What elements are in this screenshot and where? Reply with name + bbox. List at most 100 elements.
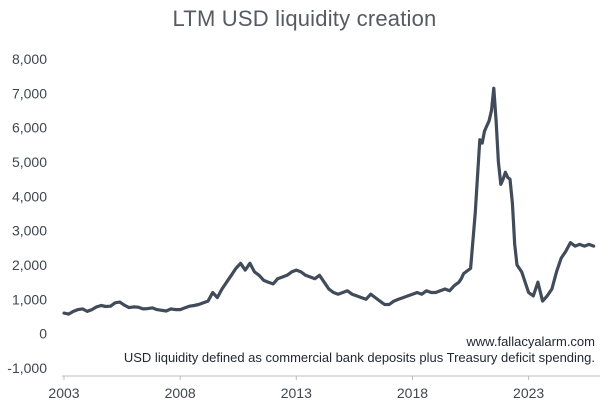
data-point: [490, 109, 493, 112]
data-point: [511, 202, 514, 204]
data-point: [493, 87, 495, 89]
data-point: [407, 295, 409, 297]
series-line-liquidity: [62, 86, 596, 316]
data-point: [132, 306, 135, 308]
data-point: [225, 281, 228, 284]
data-point: [109, 305, 112, 308]
data-point: [211, 291, 214, 294]
y-tick-label: 2,000: [12, 257, 47, 273]
data-point: [67, 313, 70, 315]
chart-title: LTM USD liquidity creation: [172, 6, 437, 31]
data-point: [151, 307, 154, 309]
data-point: [239, 262, 242, 265]
data-point: [434, 291, 437, 294]
data-point: [86, 310, 88, 313]
data-point: [444, 288, 446, 290]
data-point: [244, 269, 246, 271]
y-tick-label: 8,000: [12, 51, 47, 67]
data-point: [146, 307, 149, 310]
data-point: [170, 308, 172, 310]
data-point: [532, 295, 535, 297]
data-point: [272, 283, 274, 285]
data-point: [439, 290, 442, 292]
data-point: [565, 250, 567, 253]
data-point: [430, 291, 432, 294]
x-tick-label: 2013: [281, 385, 312, 401]
data-point: [541, 300, 544, 302]
y-tick-label: 1,000: [12, 291, 47, 307]
data-point: [197, 303, 200, 306]
data-point: [379, 300, 381, 302]
data-point: [267, 281, 270, 284]
data-point: [156, 308, 158, 311]
data-point: [574, 245, 576, 247]
data-point: [119, 301, 121, 303]
data-point: [525, 284, 528, 287]
data-point: [346, 290, 349, 292]
data-point: [546, 295, 548, 297]
data-point: [328, 288, 330, 290]
data-point: [509, 178, 511, 180]
data-point: [137, 306, 140, 309]
data-point: [355, 295, 358, 297]
data-point: [551, 288, 553, 290]
data-point: [474, 212, 477, 215]
data-point: [416, 291, 418, 294]
data-point: [497, 161, 500, 163]
data-point: [411, 293, 414, 296]
data-point: [63, 312, 65, 314]
data-point: [500, 183, 502, 186]
data-point: [179, 308, 181, 311]
y-tick-label: -1,000: [7, 360, 47, 376]
data-point: [81, 308, 84, 310]
x-tick-label: 2008: [165, 385, 196, 401]
data-point: [481, 142, 484, 144]
data-point: [128, 306, 130, 309]
data-point: [583, 245, 586, 247]
data-point: [486, 125, 488, 127]
data-point: [402, 296, 405, 299]
data-point: [502, 178, 504, 180]
data-point: [318, 274, 321, 277]
data-point: [193, 304, 195, 307]
data-point: [578, 243, 581, 246]
data-point: [397, 298, 400, 301]
series-layer: [62, 86, 596, 316]
data-point: [504, 171, 507, 174]
x-tick-label: 2018: [397, 385, 428, 401]
data-point: [77, 308, 79, 311]
data-point: [309, 276, 312, 278]
data-point: [221, 288, 223, 290]
data-point: [184, 307, 186, 309]
data-point: [249, 262, 251, 265]
data-point: [207, 300, 209, 302]
data-point: [393, 300, 395, 302]
x-tick-label: 2003: [48, 385, 79, 401]
data-point: [202, 302, 205, 304]
data-point: [123, 304, 126, 307]
data-point: [216, 296, 219, 299]
data-point: [174, 308, 177, 311]
y-tick-label: 7,000: [12, 85, 47, 101]
y-tick-label: 0: [39, 326, 47, 342]
data-point: [365, 298, 367, 301]
data-point: [230, 274, 233, 277]
y-tick-label: 4,000: [12, 188, 47, 204]
data-point: [337, 293, 339, 296]
data-point: [592, 245, 595, 247]
data-point: [295, 269, 298, 271]
data-point: [469, 267, 472, 270]
y-tick-label: 3,000: [12, 223, 47, 239]
data-point: [290, 271, 293, 273]
data-point: [453, 284, 456, 287]
data-point: [560, 257, 562, 259]
data-point: [72, 310, 75, 313]
data-point: [421, 293, 423, 296]
data-point: [258, 274, 260, 277]
data-point: [479, 138, 481, 141]
data-point: [351, 293, 353, 296]
data-point: [142, 308, 144, 310]
y-tick-label: 5,000: [12, 154, 47, 170]
data-point: [569, 241, 572, 244]
